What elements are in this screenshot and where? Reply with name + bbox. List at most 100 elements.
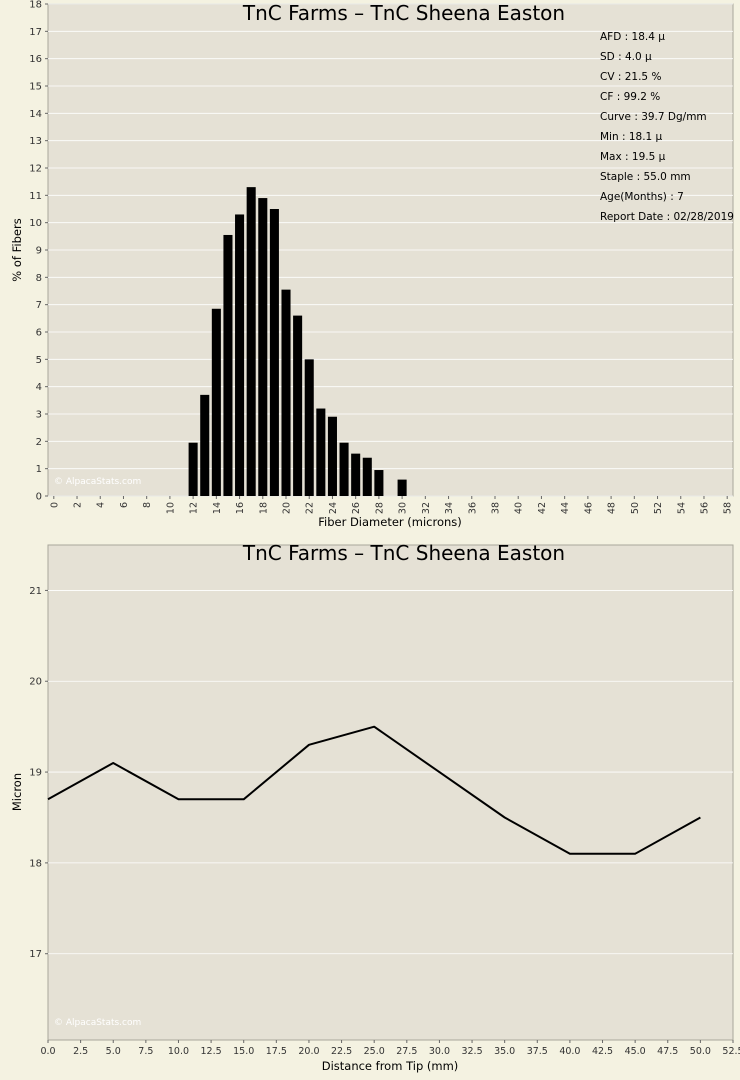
line-x-tick-label: 42.5 <box>592 1046 613 1057</box>
histogram-bar <box>188 442 198 496</box>
histogram-y-tick-label: 1 <box>36 464 42 475</box>
line-x-tick-label: 32.5 <box>461 1046 482 1057</box>
line-y-tick-label: 21 <box>29 586 42 597</box>
histogram-bar <box>304 359 314 496</box>
histogram-x-tick-label: 16 <box>235 502 246 514</box>
histogram-y-tick-label: 6 <box>36 328 42 339</box>
histogram-y-tick-label: 5 <box>36 355 42 366</box>
histogram-title: TnC Farms – TnC Sheena Easton <box>242 1 565 25</box>
histogram-bar <box>246 187 256 496</box>
histogram-y-tick-label: 13 <box>29 136 42 147</box>
histogram-x-tick-label: 14 <box>212 502 223 514</box>
histogram-y-tick-label: 12 <box>29 164 42 175</box>
histogram-bar <box>223 234 233 496</box>
histogram-y-tick-label: 0 <box>36 492 42 503</box>
histogram-y-tick-label: 16 <box>29 54 42 65</box>
histogram-x-tick-label: 20 <box>282 502 293 514</box>
line-x-axis-label: Distance from Tip (mm) <box>322 1059 459 1073</box>
histogram-bar <box>211 308 221 496</box>
histogram-x-tick-label: 8 <box>142 502 153 508</box>
histogram-stat-line: Max : 19.5 µ <box>600 151 666 163</box>
micron-profile-chart: 17 18 19 20 21 0.0 2.5 5.0 7.5 10.0 12.5 15.0 17.5 20… <box>10 541 740 1073</box>
line-x-tick-label: 25.0 <box>364 1046 385 1057</box>
line-y-axis-label: Micron <box>10 773 24 811</box>
histogram-y-tick-label: 3 <box>36 410 42 421</box>
line-y-tick-label: 18 <box>29 858 42 869</box>
line-x-tick-label: 50.0 <box>690 1046 711 1057</box>
histogram-x-tick-label: 10 <box>165 502 176 514</box>
histogram-x-tick-label: 36 <box>467 502 478 514</box>
line-y-tick-label: 19 <box>29 768 42 779</box>
line-x-tick-label: 40.0 <box>559 1046 580 1057</box>
line-x-tick-label: 22.5 <box>331 1046 352 1057</box>
line-y-tick-label: 20 <box>29 677 42 688</box>
line-x-tick-label: 45.0 <box>625 1046 646 1057</box>
histogram-y-tick-label: 8 <box>36 273 42 284</box>
histogram-bar <box>293 315 303 496</box>
micron-series-line <box>47 725 701 855</box>
histogram-bar <box>200 394 210 496</box>
line-x-tick-label: 20.0 <box>298 1046 319 1057</box>
histogram-y-tick-label: 7 <box>36 300 42 311</box>
histogram-bar <box>327 416 337 496</box>
histogram-x-tick-label: 26 <box>351 502 362 514</box>
line-x-tick-label: 5.0 <box>106 1046 121 1057</box>
line-x-tick-label: 30.0 <box>429 1046 450 1057</box>
line-title: TnC Farms – TnC Sheena Easton <box>242 541 565 565</box>
histogram-y-tick-label: 15 <box>29 82 42 93</box>
line-x-tick-label: 52.5 <box>722 1046 740 1057</box>
histogram-y-tick-label: 14 <box>29 109 42 120</box>
histogram-bar <box>339 442 349 496</box>
histogram-x-tick-label: 38 <box>490 502 501 514</box>
histogram-x-tick-label: 58 <box>723 502 734 514</box>
histogram-bar <box>362 457 372 496</box>
histogram-stat-line: CF : 99.2 % <box>600 91 660 103</box>
histogram-bar <box>374 470 384 496</box>
histogram-x-tick-label: 12 <box>189 502 200 514</box>
histogram-y-tick-label: 2 <box>36 437 42 448</box>
histogram-y-axis-label: % of Fibers <box>10 218 24 281</box>
histogram-x-tick-label: 18 <box>258 502 269 514</box>
histogram-stat-line: CV : 21.5 % <box>600 71 661 83</box>
histogram-bar <box>351 453 361 496</box>
histogram-watermark: © AlpacaStats.com <box>54 477 141 487</box>
histogram-x-tick-label: 50 <box>630 502 641 514</box>
histogram-stat-line: Report Date : 02/28/2019 <box>600 211 734 223</box>
histogram-stat-line: SD : 4.0 µ <box>600 51 652 63</box>
histogram-x-tick-label: 54 <box>676 502 687 514</box>
line-x-tick-label: 47.5 <box>657 1046 678 1057</box>
histogram-x-tick-label: 34 <box>444 502 455 514</box>
histogram-x-tick-label: 32 <box>421 502 432 514</box>
line-x-tick-label: 2.5 <box>73 1046 88 1057</box>
histogram-bar <box>235 214 245 496</box>
line-x-tick-label: 12.5 <box>201 1046 222 1057</box>
histogram-x-tick-label: 6 <box>119 502 130 508</box>
line-x-tick-label: 37.5 <box>527 1046 548 1057</box>
line-x-tick-label: 7.5 <box>138 1046 153 1057</box>
histogram-bar <box>269 209 279 496</box>
line-x-tick-label: 10.0 <box>168 1046 189 1057</box>
histogram-y-tick-label: 10 <box>29 218 42 229</box>
line-watermark: © AlpacaStats.com <box>54 1018 141 1028</box>
line-plot-area <box>47 544 734 1041</box>
histogram-x-tick-label: 52 <box>653 502 664 514</box>
histogram-stat-line: Curve : 39.7 Dg/mm <box>600 111 707 123</box>
histogram-y-tick-label: 18 <box>29 0 42 11</box>
line-x-tick-label: 15.0 <box>233 1046 254 1057</box>
histogram-y-tick-label: 4 <box>36 382 42 393</box>
line-y-tick-label: 17 <box>29 949 42 960</box>
histogram-x-tick-label: 46 <box>583 502 594 514</box>
histogram-x-tick-label: 44 <box>560 502 571 514</box>
histogram-bar <box>316 408 326 496</box>
line-x-tick-label: 17.5 <box>266 1046 287 1057</box>
histogram-x-tick-label: 0 <box>49 502 60 508</box>
histogram-y-tick-label: 11 <box>29 191 42 202</box>
histogram-y-tick-label: 9 <box>36 246 42 257</box>
histogram-x-tick-label: 22 <box>305 502 316 514</box>
histogram-stat-line: AFD : 18.4 µ <box>600 31 665 43</box>
histogram-x-tick-label: 30 <box>398 502 409 514</box>
histogram-stat-line: Staple : 55.0 mm <box>600 171 691 183</box>
line-x-tick-label: 0.0 <box>40 1046 55 1057</box>
